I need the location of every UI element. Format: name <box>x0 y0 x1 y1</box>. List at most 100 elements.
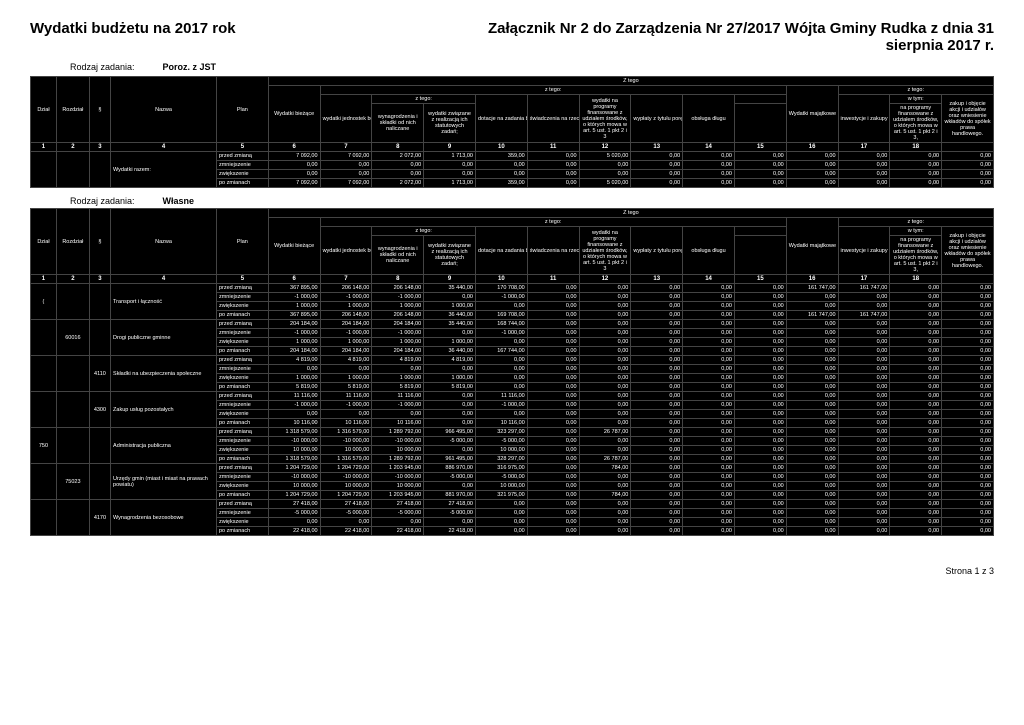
cell-value: 0,00 <box>527 428 579 437</box>
cell-value: 0,00 <box>424 329 476 338</box>
cell-value: 0,00 <box>942 482 994 491</box>
cell-value: 0,00 <box>734 419 786 428</box>
cell-value: 7 092,00 <box>268 152 320 161</box>
cell-value: 0,00 <box>786 446 838 455</box>
cell-value: 0,00 <box>683 473 735 482</box>
cell-value: 0,00 <box>942 161 994 170</box>
cell-value: 36 440,00 <box>424 347 476 356</box>
dzial-cell <box>31 464 57 500</box>
cell-value: 1 000,00 <box>268 374 320 383</box>
cell-value: 27 418,00 <box>372 500 424 509</box>
cell-value: 0,00 <box>890 491 942 500</box>
cell-value: 0,00 <box>890 170 942 179</box>
cell-value: 0,00 <box>683 170 735 179</box>
cell-value: 0,00 <box>527 392 579 401</box>
cell-value: 0,00 <box>890 179 942 188</box>
cell-value: 0,00 <box>579 374 631 383</box>
cell-value: 10 116,00 <box>475 419 527 428</box>
table-row: 750Administracja publicznaprzed zmianą1 … <box>31 428 994 437</box>
cell-value: -1 000,00 <box>372 329 424 338</box>
cell-value: 0,00 <box>734 356 786 365</box>
cell-value: 0,00 <box>890 428 942 437</box>
cell-value: 0,00 <box>579 161 631 170</box>
cell-value: 0,00 <box>890 383 942 392</box>
cell-value: 1 204 729,00 <box>268 464 320 473</box>
cell-value: 0,00 <box>683 365 735 374</box>
cell-value: 0,00 <box>890 446 942 455</box>
col-number: 18 <box>890 275 942 284</box>
cell-value: 0,00 <box>527 446 579 455</box>
cell-value: 1 204 729,00 <box>320 464 372 473</box>
cell-value: 27 418,00 <box>424 500 476 509</box>
cell-value: 0,00 <box>942 437 994 446</box>
paragraph-cell <box>89 320 110 356</box>
cell-value: 0,00 <box>527 473 579 482</box>
cell-value: -5 000,00 <box>424 437 476 446</box>
col-number: 5 <box>216 143 268 152</box>
cell-value: 0,00 <box>838 410 890 419</box>
change-type: zmniejszenie <box>216 365 268 374</box>
cell-value: 0,00 <box>942 392 994 401</box>
cell-value: 0,00 <box>890 284 942 293</box>
cell-value: 0,00 <box>942 374 994 383</box>
cell-value: 0,00 <box>320 170 372 179</box>
change-type: zwiększenie <box>216 338 268 347</box>
cell-value: 27 418,00 <box>320 500 372 509</box>
cell-value: 0,00 <box>631 347 683 356</box>
paragraph-cell <box>89 428 110 464</box>
cell-value: 0,00 <box>734 329 786 338</box>
cell-value: 1 000,00 <box>268 302 320 311</box>
cell-value: 0,00 <box>631 419 683 428</box>
cell-value: 0,00 <box>942 500 994 509</box>
cell-value: 0,00 <box>890 464 942 473</box>
cell-value: 0,00 <box>527 464 579 473</box>
cell-value: 0,00 <box>786 428 838 437</box>
cell-value: 0,00 <box>424 293 476 302</box>
cell-value: -1 000,00 <box>372 401 424 410</box>
cell-value: 0,00 <box>786 356 838 365</box>
cell-value: 0,00 <box>631 152 683 161</box>
table-row: 4170Wynagrodzenia bezosoboweprzed zmianą… <box>31 500 994 509</box>
cell-value: 0,00 <box>942 491 994 500</box>
cell-value: 0,00 <box>890 419 942 428</box>
cell-value: 0,00 <box>683 527 735 536</box>
row-group-name: Administracja publiczna <box>111 428 217 464</box>
cell-value: 0,00 <box>942 518 994 527</box>
cell-value: 0,00 <box>683 482 735 491</box>
cell-value: 0,00 <box>683 500 735 509</box>
cell-value: 0,00 <box>631 329 683 338</box>
cell-value: 321 975,00 <box>475 491 527 500</box>
cell-value: 0,00 <box>527 527 579 536</box>
cell-value: 0,00 <box>579 527 631 536</box>
col-number: 6 <box>268 275 320 284</box>
cell-value: 0,00 <box>527 410 579 419</box>
cell-value: 966 495,00 <box>424 428 476 437</box>
change-type: zwiększenie <box>216 446 268 455</box>
cell-value: 0,00 <box>890 482 942 491</box>
col-number: 4 <box>111 143 217 152</box>
cell-value: 0,00 <box>631 509 683 518</box>
cell-value: 0,00 <box>683 320 735 329</box>
cell-value: 0,00 <box>527 491 579 500</box>
col-number: 13 <box>631 275 683 284</box>
cell-value: 0,00 <box>890 356 942 365</box>
cell-value: 0,00 <box>786 518 838 527</box>
cell-value: 0,00 <box>890 374 942 383</box>
cell-value: 0,00 <box>734 284 786 293</box>
cell-value: 0,00 <box>631 455 683 464</box>
col-number: 12 <box>579 275 631 284</box>
change-type: po zmianach <box>216 527 268 536</box>
cell-value: 7 092,00 <box>268 179 320 188</box>
cell-value: 4 819,00 <box>372 356 424 365</box>
col-number: 12 <box>579 143 631 152</box>
cell-value: 0,00 <box>579 383 631 392</box>
cell-value: 35 440,00 <box>424 284 476 293</box>
cell-value: 0,00 <box>838 161 890 170</box>
cell-value: 1 289 792,00 <box>372 455 424 464</box>
change-type: zmniejszenie <box>216 509 268 518</box>
cell-value: 0,00 <box>838 437 890 446</box>
cell-value: 0,00 <box>631 302 683 311</box>
cell-value: 0,00 <box>579 518 631 527</box>
cell-value: 0,00 <box>424 518 476 527</box>
cell-value: 0,00 <box>683 428 735 437</box>
